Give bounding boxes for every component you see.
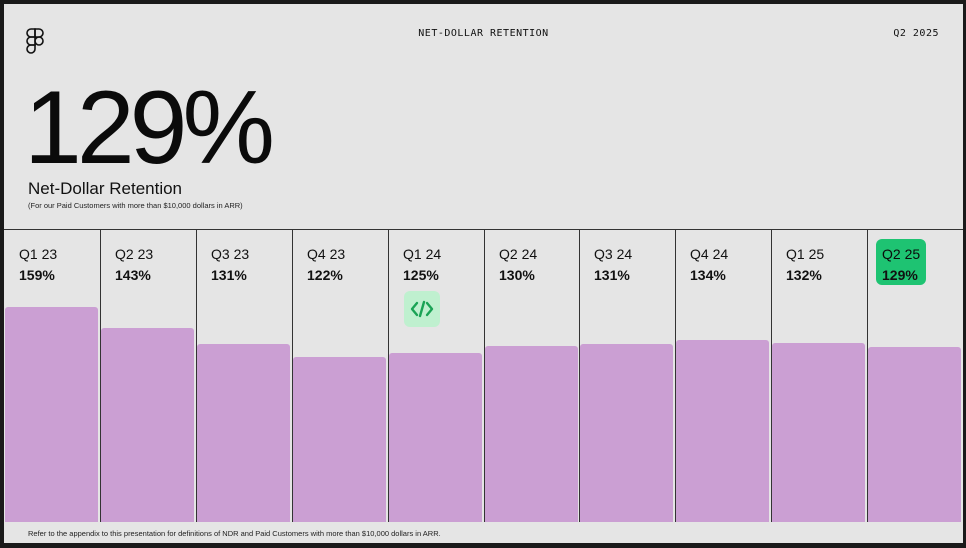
ndr-bar — [197, 344, 290, 522]
ndr-bar — [101, 328, 194, 522]
column-divider — [388, 230, 389, 522]
slide: NET-DOLLAR RETENTION Q2 2025 129% Net-Do… — [4, 4, 963, 543]
code-badge — [404, 291, 440, 327]
quarter-value-label: 129% — [882, 267, 918, 283]
quarter-value-label: 131% — [211, 267, 247, 283]
quarter-label: Q2 23 — [115, 246, 154, 262]
quarter-value-label: 134% — [690, 267, 726, 283]
quarter-value-label: 132% — [786, 267, 822, 283]
column-divider — [579, 230, 580, 522]
column-divider — [100, 230, 101, 522]
quarter-label: Q1 25 — [786, 246, 825, 262]
ndr-bar — [5, 307, 98, 522]
quarter-value-label: 143% — [115, 267, 151, 283]
column-divider — [771, 230, 772, 522]
quarter-value-label: 159% — [19, 267, 55, 283]
ndr-bar — [676, 340, 769, 522]
quarter-label: Q1 23 — [19, 246, 58, 262]
ndr-bar — [772, 343, 865, 522]
headline-metric-label: Net-Dollar Retention — [28, 179, 183, 198]
quarter-label: Q4 23 — [307, 246, 346, 262]
ndr-bar — [389, 353, 482, 522]
column-divider — [196, 230, 197, 522]
ndr-bar — [485, 346, 578, 522]
ndr-bar-chart: Q1 23 159% Q2 23 143% Q3 23 131% Q4 23 122% Q1 2… — [4, 229, 963, 522]
quarter-value-label: 125% — [403, 267, 439, 283]
code-brackets-icon — [410, 300, 434, 318]
quarter-label: Q2 25 — [882, 246, 921, 262]
column-divider — [484, 230, 485, 522]
footnote: Refer to the appendix to this presentati… — [28, 529, 441, 538]
column-divider — [292, 230, 293, 522]
figma-logo-icon — [26, 28, 44, 54]
quarter-label: Q4 24 — [690, 246, 729, 262]
quarter-label: Q2 24 — [499, 246, 538, 262]
quarter-label: Q3 24 — [594, 246, 633, 262]
ndr-bar — [293, 357, 386, 522]
period-label: Q2 2025 — [893, 28, 939, 39]
ndr-bar — [580, 344, 673, 522]
quarter-label: Q1 24 — [403, 246, 442, 262]
column-divider — [867, 230, 868, 522]
quarter-label: Q3 23 — [211, 246, 250, 262]
quarter-value-label: 131% — [594, 267, 630, 283]
headline-metric-note: (For our Paid Customers with more than $… — [28, 201, 243, 210]
ndr-bar — [868, 347, 961, 522]
quarter-value-label: 122% — [307, 267, 343, 283]
headline-metric-value: 129% — [24, 70, 275, 186]
current-quarter-highlight — [876, 239, 926, 285]
column-divider — [675, 230, 676, 522]
page-title: NET-DOLLAR RETENTION — [418, 28, 549, 39]
quarter-value-label: 130% — [499, 267, 535, 283]
